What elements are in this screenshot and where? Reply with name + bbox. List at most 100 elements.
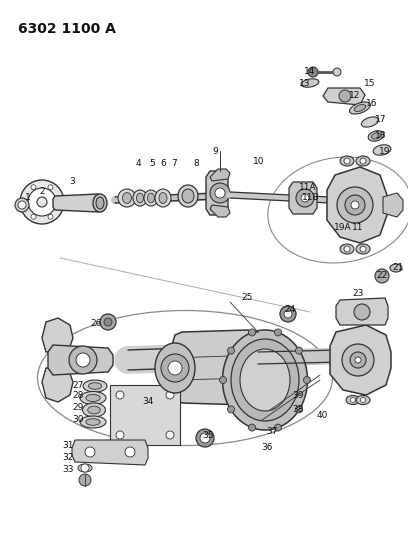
Text: 8: 8 — [193, 158, 199, 167]
Ellipse shape — [155, 189, 171, 207]
Text: 4: 4 — [135, 158, 141, 167]
Ellipse shape — [372, 133, 380, 139]
Polygon shape — [172, 330, 258, 405]
Circle shape — [100, 314, 116, 330]
Text: 27: 27 — [72, 381, 84, 390]
Ellipse shape — [93, 194, 107, 212]
Circle shape — [104, 318, 112, 326]
Circle shape — [20, 180, 64, 224]
Ellipse shape — [159, 192, 167, 204]
Text: 30: 30 — [72, 416, 84, 424]
Circle shape — [76, 353, 90, 367]
Circle shape — [301, 194, 309, 202]
Ellipse shape — [222, 330, 308, 430]
Polygon shape — [289, 182, 317, 214]
Text: 10: 10 — [253, 157, 265, 166]
Text: 18: 18 — [375, 132, 387, 141]
Polygon shape — [383, 193, 403, 217]
Text: 11A: 11A — [299, 183, 317, 192]
Text: 6: 6 — [160, 158, 166, 167]
Ellipse shape — [368, 131, 384, 141]
Text: 19A: 19A — [334, 223, 352, 232]
Text: 31: 31 — [62, 441, 74, 450]
Circle shape — [284, 310, 292, 318]
Text: 13: 13 — [299, 78, 311, 87]
Circle shape — [18, 201, 26, 209]
Circle shape — [337, 187, 373, 223]
Text: 34: 34 — [142, 398, 154, 407]
Text: 14: 14 — [304, 68, 316, 77]
Ellipse shape — [373, 145, 391, 155]
Circle shape — [350, 318, 355, 322]
Circle shape — [350, 352, 366, 368]
Text: 1: 1 — [25, 193, 31, 203]
Text: 21: 21 — [392, 263, 404, 272]
Circle shape — [85, 447, 95, 457]
Ellipse shape — [354, 104, 366, 111]
Circle shape — [296, 189, 314, 207]
Ellipse shape — [118, 189, 136, 207]
Text: 6302 1100 A: 6302 1100 A — [18, 22, 116, 36]
Circle shape — [360, 246, 366, 252]
Circle shape — [342, 344, 374, 376]
Ellipse shape — [88, 406, 100, 414]
Ellipse shape — [86, 394, 100, 401]
Text: 32: 32 — [62, 454, 74, 463]
Circle shape — [196, 429, 214, 447]
Circle shape — [355, 357, 361, 363]
Circle shape — [220, 376, 226, 384]
Circle shape — [360, 158, 366, 164]
Circle shape — [79, 474, 91, 486]
Circle shape — [345, 195, 365, 215]
Polygon shape — [336, 298, 388, 325]
Circle shape — [275, 329, 282, 336]
Text: 24: 24 — [284, 305, 296, 314]
Text: 39: 39 — [292, 391, 304, 400]
Text: 22: 22 — [376, 271, 388, 280]
Ellipse shape — [182, 189, 194, 203]
Ellipse shape — [148, 193, 155, 203]
Circle shape — [361, 398, 366, 402]
Text: 7: 7 — [171, 158, 177, 167]
Ellipse shape — [301, 79, 319, 87]
Ellipse shape — [155, 343, 195, 393]
Circle shape — [168, 361, 182, 375]
Ellipse shape — [80, 392, 106, 405]
Text: 26: 26 — [90, 319, 102, 327]
Circle shape — [48, 185, 53, 190]
Polygon shape — [72, 440, 148, 465]
Text: 33: 33 — [62, 465, 74, 474]
Ellipse shape — [89, 383, 102, 389]
Polygon shape — [210, 205, 230, 217]
Text: 15: 15 — [364, 78, 376, 87]
Circle shape — [308, 67, 318, 77]
Text: 12: 12 — [349, 92, 361, 101]
Circle shape — [48, 214, 53, 219]
Circle shape — [228, 347, 235, 354]
Ellipse shape — [178, 185, 198, 207]
Circle shape — [333, 68, 341, 76]
Ellipse shape — [133, 190, 147, 206]
Ellipse shape — [340, 156, 354, 166]
Circle shape — [69, 346, 97, 374]
Ellipse shape — [240, 349, 290, 411]
Text: 17: 17 — [375, 116, 387, 125]
Circle shape — [161, 354, 189, 382]
Polygon shape — [327, 167, 387, 243]
Text: 9: 9 — [212, 148, 218, 157]
Circle shape — [228, 406, 235, 413]
Circle shape — [295, 406, 302, 413]
Polygon shape — [330, 325, 391, 395]
Text: 28: 28 — [72, 392, 84, 400]
Ellipse shape — [86, 419, 100, 425]
Text: 36: 36 — [261, 442, 273, 451]
Bar — [110, 385, 180, 445]
Polygon shape — [42, 318, 73, 352]
Circle shape — [350, 398, 355, 402]
Text: 40: 40 — [316, 411, 328, 421]
Circle shape — [361, 318, 366, 322]
Ellipse shape — [346, 316, 360, 325]
Ellipse shape — [356, 316, 370, 325]
Ellipse shape — [78, 464, 92, 472]
Circle shape — [304, 376, 310, 384]
